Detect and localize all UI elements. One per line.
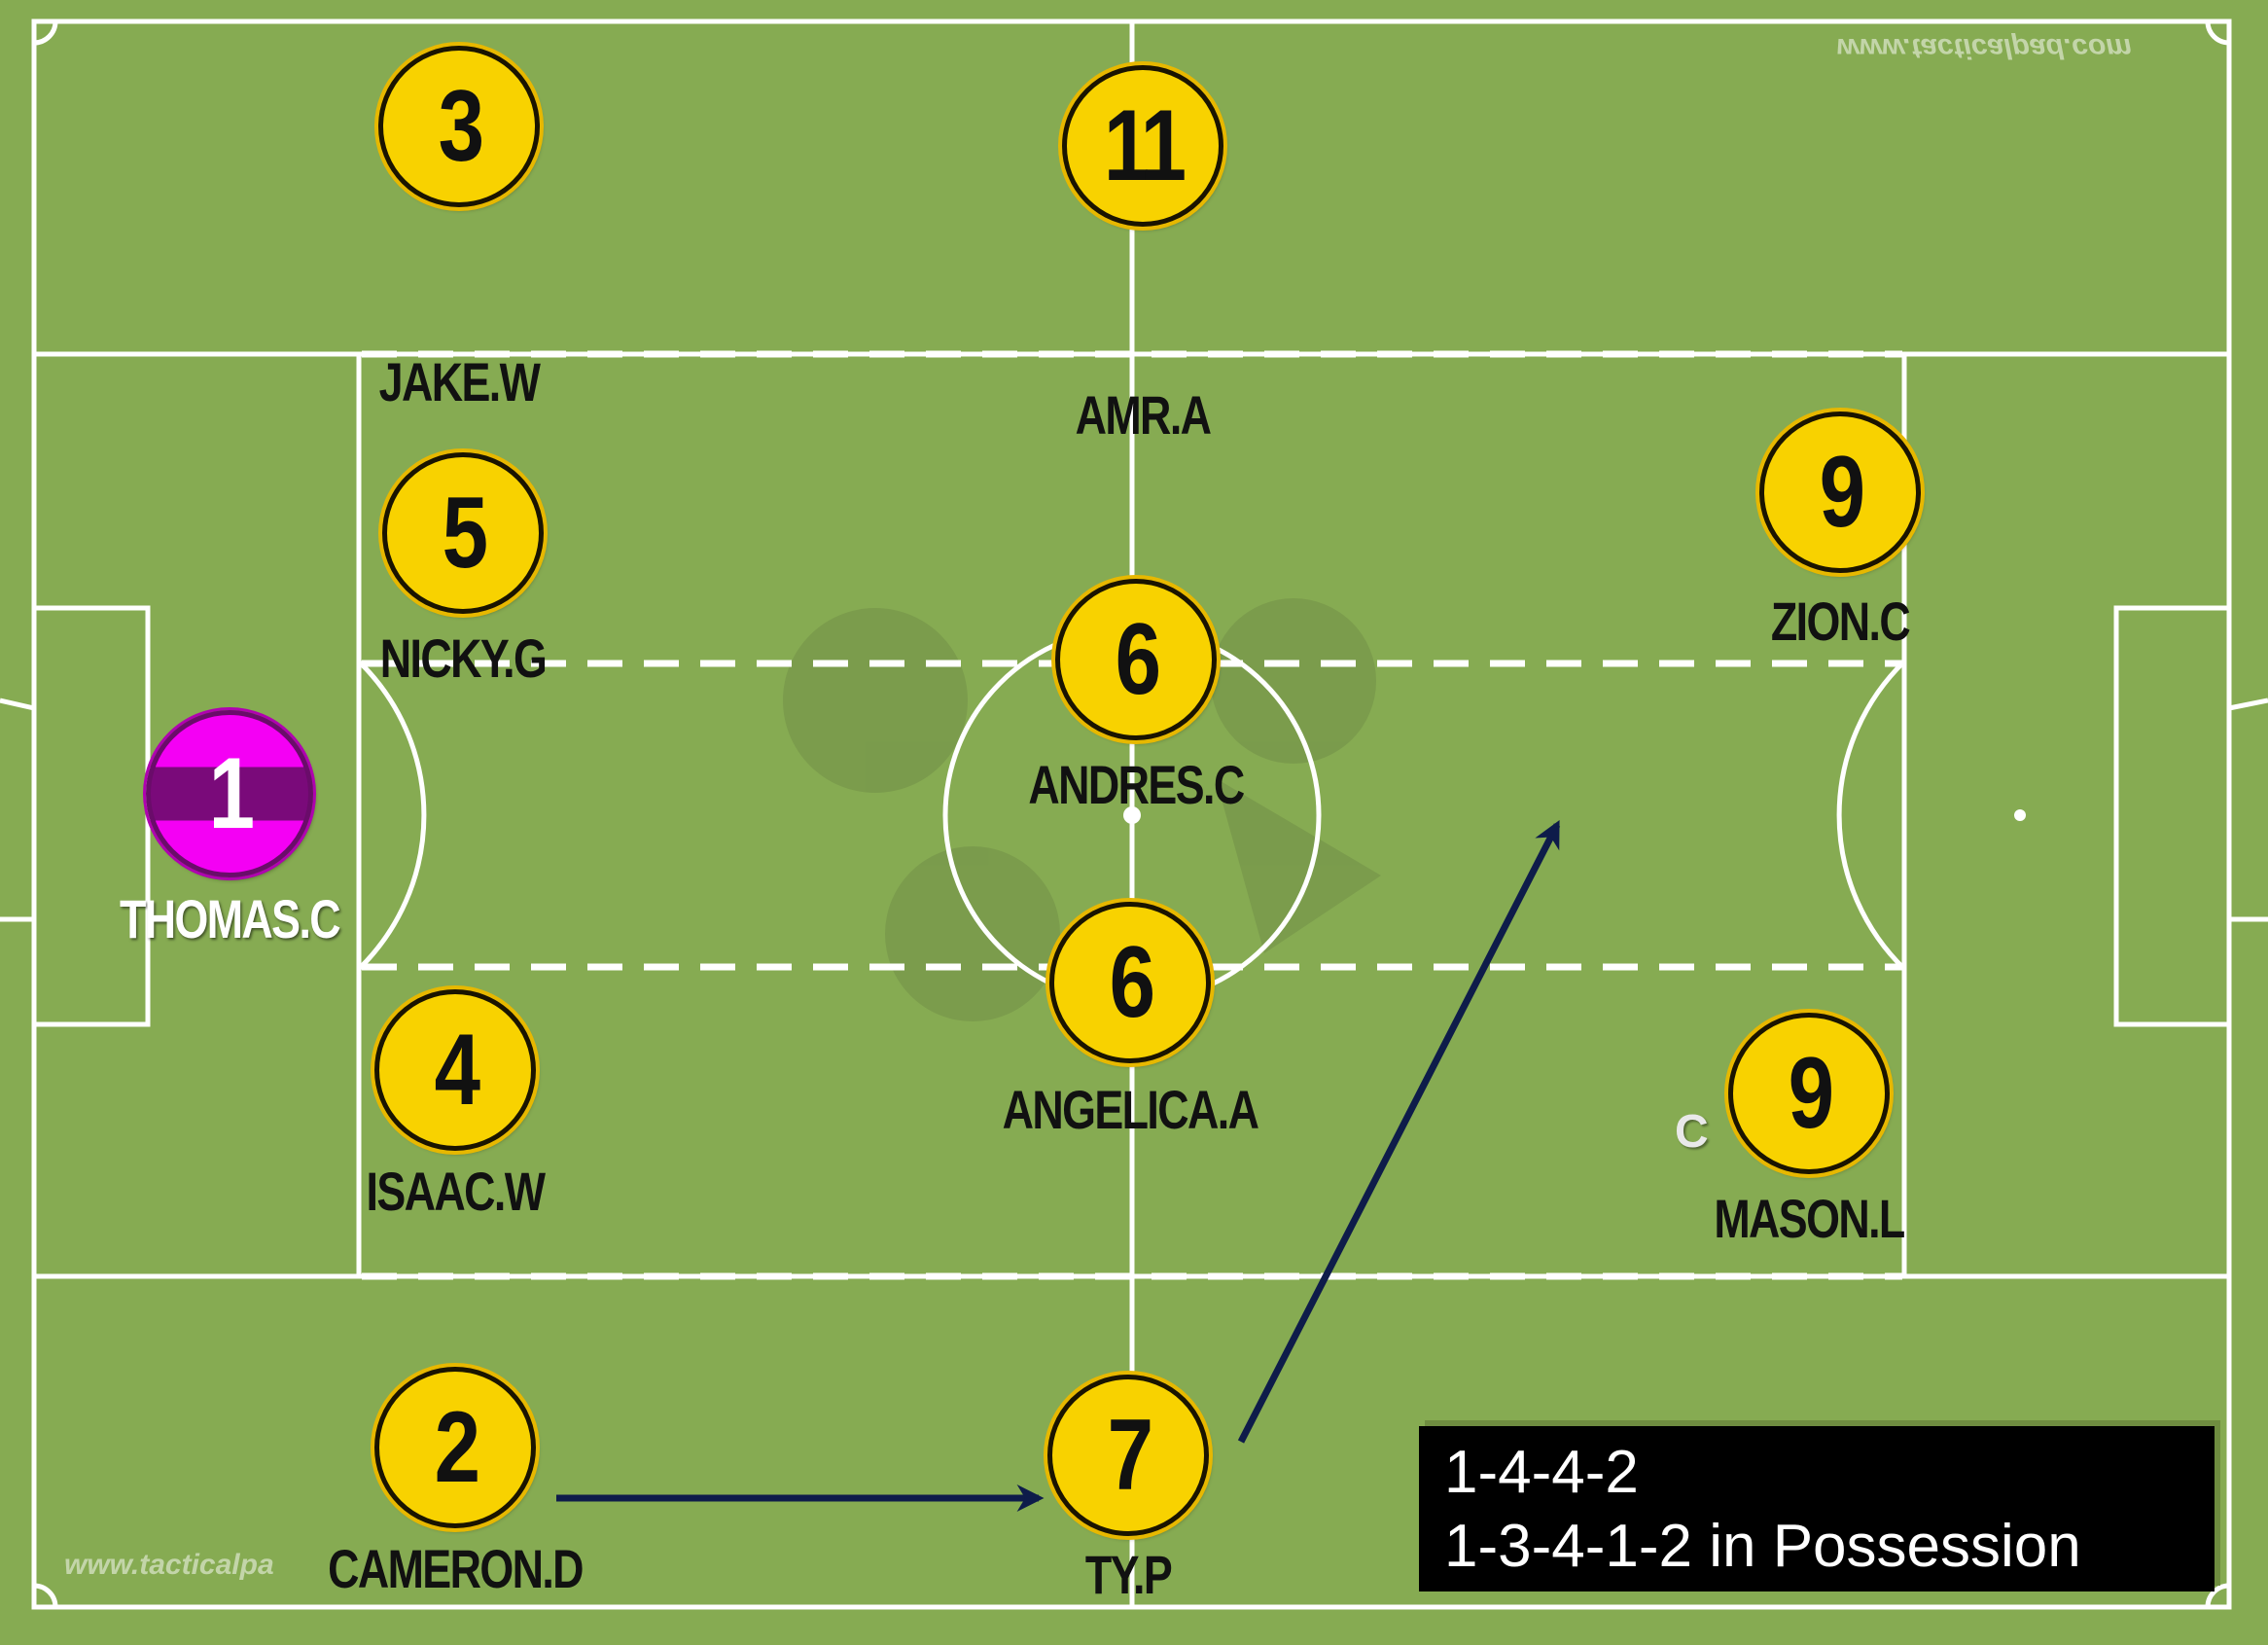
- player-disc: 4: [374, 989, 536, 1151]
- player-number: 1: [208, 736, 255, 850]
- player-name: CAMERON.D: [328, 1538, 584, 1599]
- center-spot: [1123, 806, 1141, 824]
- player-name: ISAAC.W: [366, 1161, 547, 1222]
- right-penalty-spot: [2014, 809, 2026, 821]
- player-name: MASON.L: [1714, 1188, 1905, 1249]
- player-number: 9: [1819, 435, 1865, 549]
- player-disc: 6: [1049, 902, 1211, 1063]
- watermark-bottom: www.tacticalpa: [64, 1549, 274, 1581]
- formation-label-box: 1-4-4-2 1-3-4-1-2 in Possession: [1419, 1426, 2215, 1591]
- left-goal-area: [31, 605, 151, 1027]
- run-arrow: [1237, 820, 1561, 1444]
- player-number: 9: [1788, 1036, 1834, 1150]
- player-disc: 9: [1759, 411, 1921, 573]
- player-name: ANGELICA.A: [1002, 1079, 1259, 1140]
- player-disc: 5: [382, 452, 544, 614]
- player-number: 7: [1107, 1398, 1153, 1512]
- player-name: THOMAS.C: [119, 888, 341, 949]
- player-disc: 6: [1055, 579, 1217, 740]
- right-penalty-arc: [1836, 660, 1906, 971]
- captain-marker: C: [1675, 1106, 1709, 1158]
- player-disc: 2: [374, 1367, 536, 1528]
- player-number: 2: [434, 1390, 480, 1504]
- player-name: JAKE.W: [378, 351, 541, 412]
- player-disc: 1: [146, 710, 313, 877]
- formation-line-2: 1-3-4-1-2 in Possession: [1444, 1513, 2081, 1580]
- right-goal-area: [2113, 605, 2232, 1027]
- player-disc: 9: [1728, 1013, 1890, 1174]
- player-name: ZION.C: [1770, 590, 1911, 652]
- player-number: 4: [434, 1013, 480, 1126]
- player-disc: 11: [1062, 65, 1223, 227]
- player-name: ANDRES.C: [1028, 754, 1245, 815]
- player-disc: 7: [1047, 1375, 1209, 1536]
- player-name: NICKY.G: [379, 627, 548, 689]
- player-number: 6: [1115, 602, 1161, 716]
- left-penalty-arc: [357, 660, 427, 971]
- formation-line-1: 1-4-4-2: [1444, 1439, 1639, 1506]
- player-number: 3: [438, 69, 484, 183]
- player-name: TY.P: [1084, 1544, 1173, 1605]
- player-disc: 3: [378, 46, 540, 207]
- player-number: 5: [442, 476, 488, 590]
- player-number: 11: [1103, 89, 1187, 202]
- zone-dashed-lines: [362, 350, 1902, 1280]
- watermark-top: www.tacticalpad.com: [1836, 32, 2132, 64]
- player-name: AMR.A: [1075, 384, 1212, 446]
- center-logo-icon: [783, 598, 1381, 1021]
- player-number: 6: [1109, 925, 1155, 1039]
